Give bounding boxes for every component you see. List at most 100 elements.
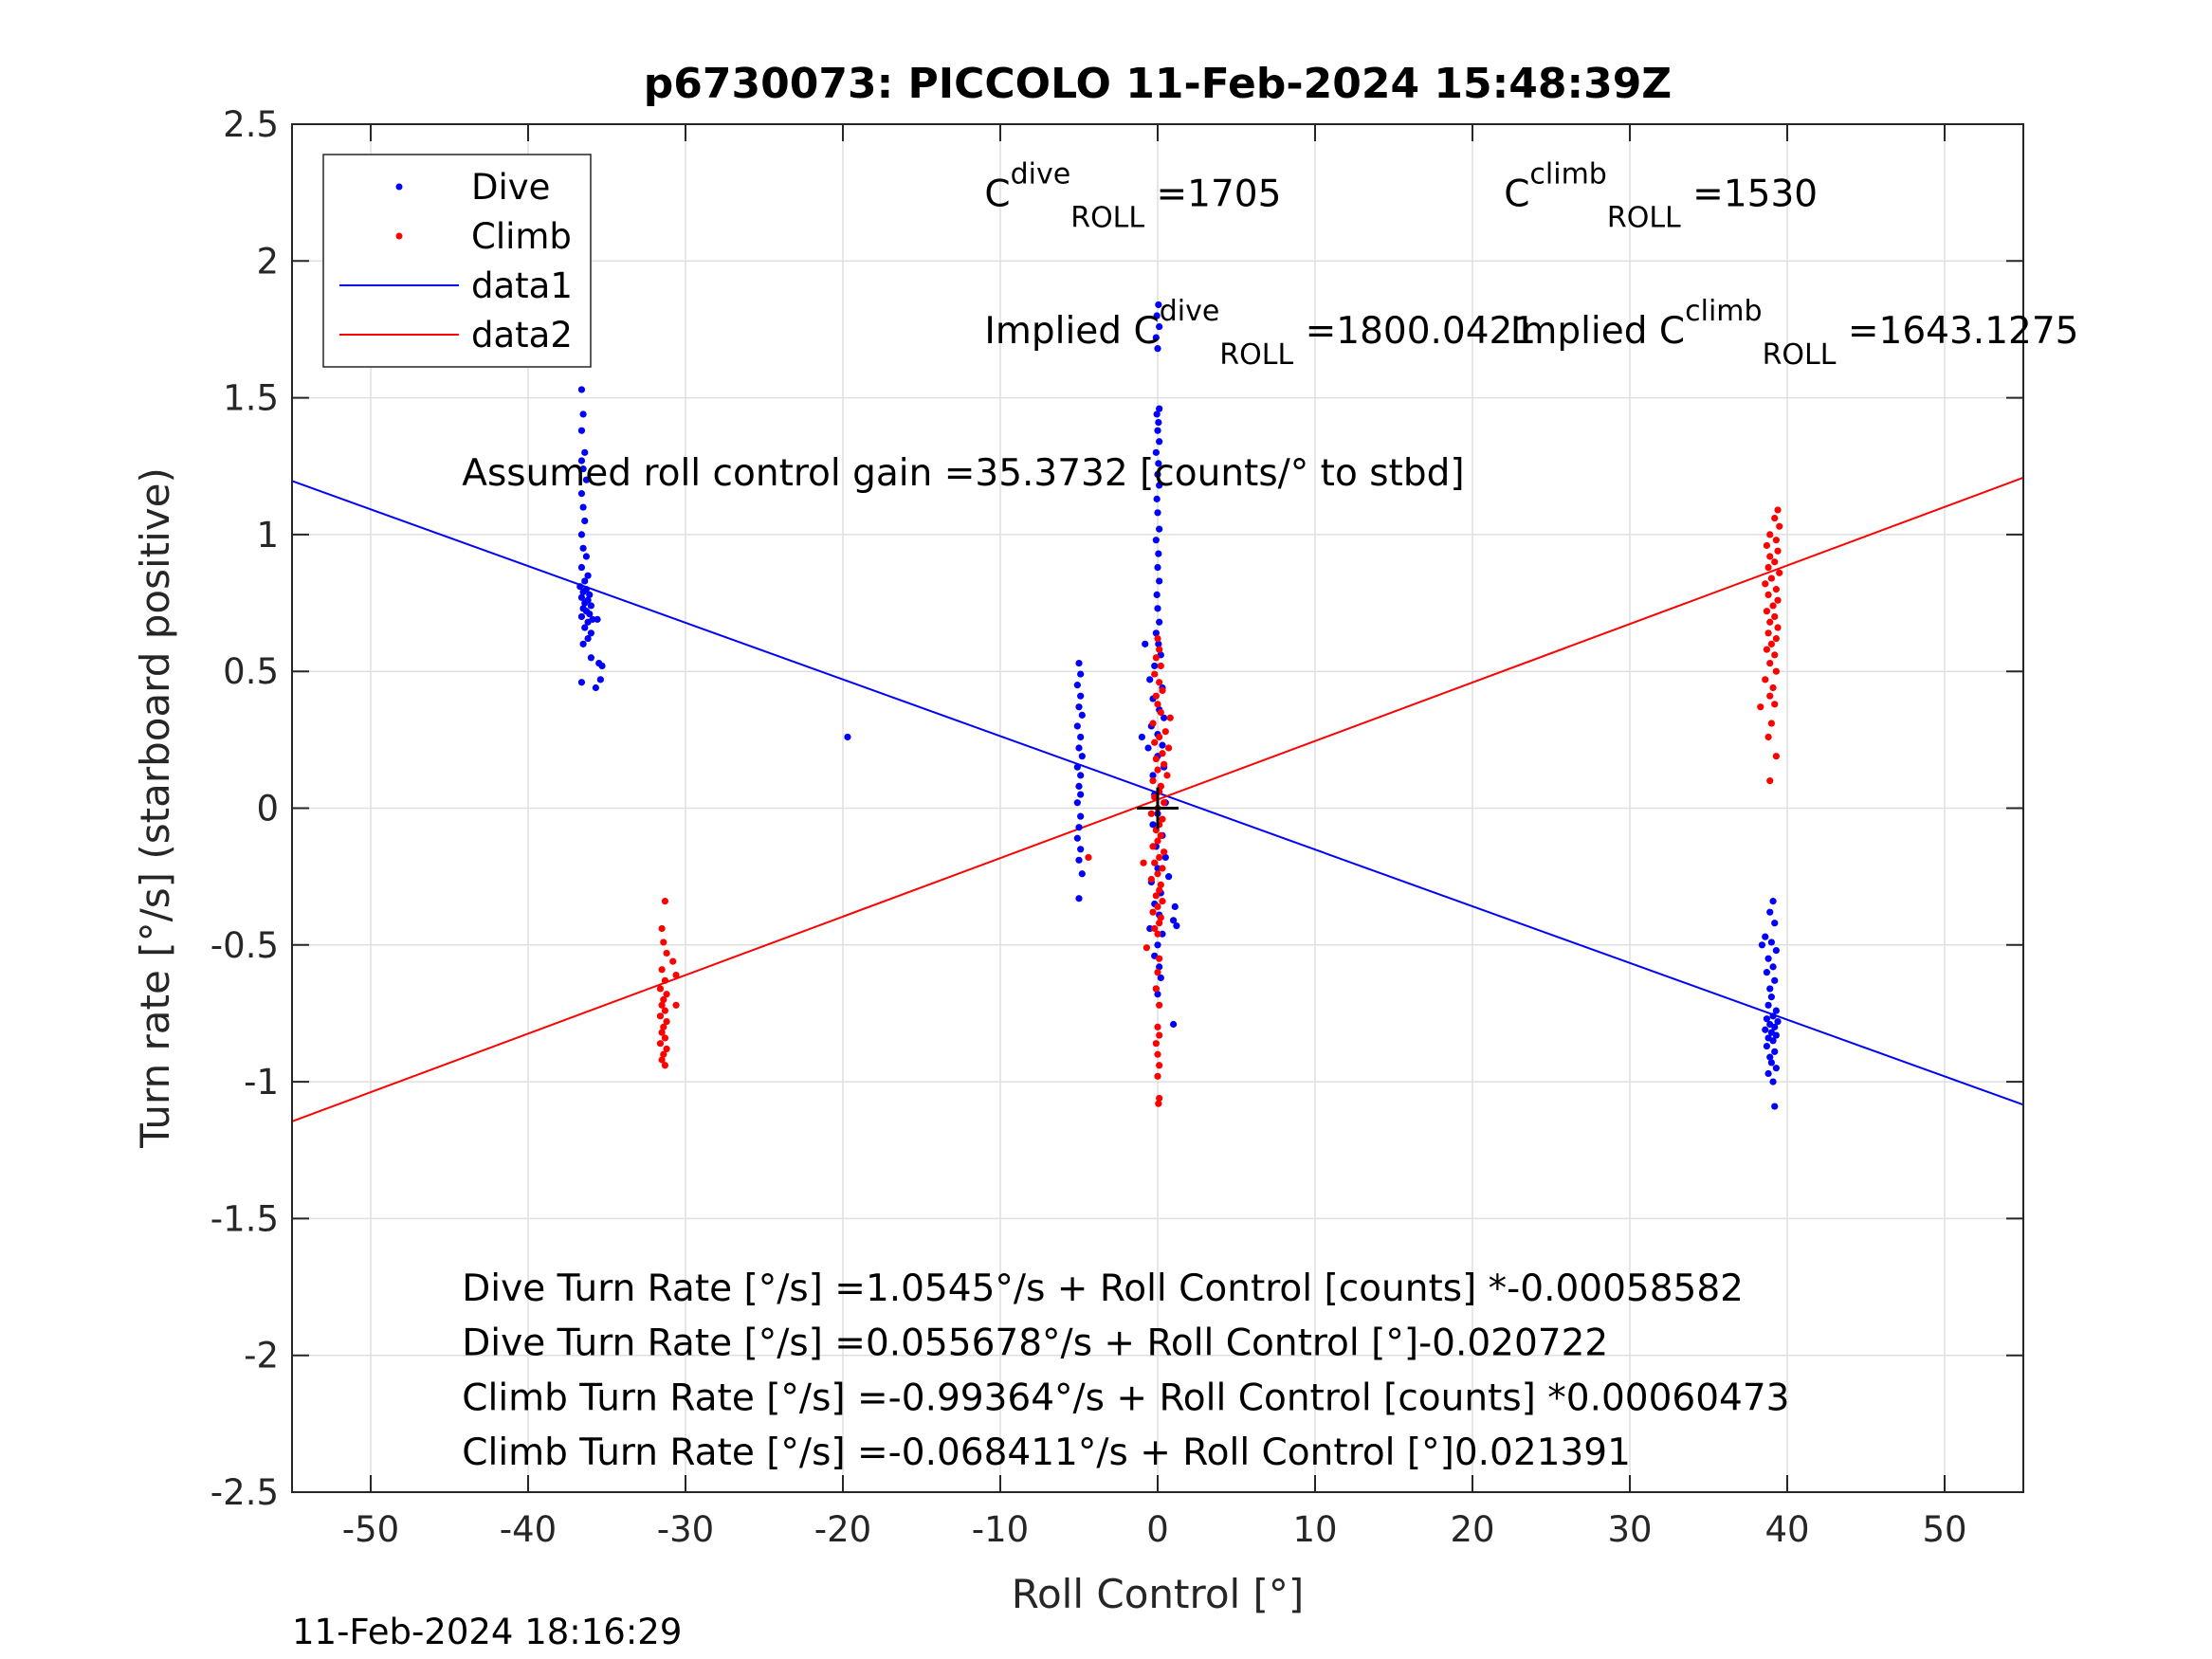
dive-point	[1075, 824, 1083, 831]
climb-point	[1772, 634, 1780, 643]
dive-point	[1154, 605, 1161, 612]
climb-point	[1085, 853, 1092, 862]
dive-point	[577, 386, 586, 393]
dive-point	[1771, 976, 1779, 984]
climb-point	[1161, 799, 1168, 807]
x-tick-label: 40	[1764, 1509, 1809, 1550]
dive-point	[1170, 917, 1178, 924]
c-climb-sup: climb	[1529, 158, 1606, 191]
dive-point	[1077, 846, 1085, 853]
climb-point	[1774, 624, 1782, 631]
dive-point	[1142, 640, 1149, 647]
x-tick-label: -40	[500, 1509, 557, 1550]
implied-climb-annotation: Implied CclimbROLL =1643.1275	[1510, 295, 2079, 372]
x-tick-label: -20	[814, 1509, 871, 1550]
climb-point	[656, 985, 665, 993]
dive-point	[1152, 448, 1160, 456]
dive-point	[1077, 791, 1085, 798]
dive-point	[1762, 1026, 1769, 1033]
dive-point	[577, 427, 586, 434]
dive-point	[1077, 692, 1085, 700]
climb-point	[1156, 920, 1163, 927]
dive-point	[1075, 856, 1083, 864]
legend-dive-label: Dive	[471, 167, 550, 208]
dive-point	[1758, 941, 1766, 949]
legend-dive-marker	[395, 183, 403, 191]
dive-point	[1138, 733, 1145, 741]
climb-point	[1766, 618, 1774, 626]
dive-point	[1149, 821, 1157, 829]
dive-point	[1769, 963, 1777, 971]
dive-point	[582, 476, 591, 483]
dive-point	[594, 615, 601, 623]
climb-point	[1154, 930, 1161, 938]
dive-point	[598, 662, 606, 670]
timestamp: 11-Feb-2024 18:16:29	[292, 1612, 682, 1652]
dive-point	[584, 572, 592, 579]
climb-point	[661, 1034, 669, 1042]
dive-point	[1078, 711, 1086, 719]
climb-point	[1157, 914, 1164, 921]
dive-point	[1766, 908, 1774, 916]
climb-point	[1154, 634, 1161, 643]
c-dive-annotation: Cdive ROLL =1705	[984, 158, 1281, 235]
legend-data1-label: data1	[471, 265, 573, 306]
climb-point	[1152, 692, 1160, 700]
climb-point	[1149, 777, 1157, 785]
y-tick-label: -1	[244, 1062, 279, 1103]
y-tick-label: -1.5	[210, 1198, 279, 1239]
dive-point	[1154, 509, 1161, 517]
dive-point	[1769, 1078, 1777, 1085]
climb-point	[1763, 541, 1771, 550]
climb-point	[1154, 1023, 1161, 1030]
climb-point	[1767, 720, 1775, 727]
dive-point	[1155, 301, 1162, 309]
climb-point	[656, 1012, 665, 1020]
legend-box	[322, 154, 592, 368]
climb-point	[1140, 859, 1147, 866]
climb-point	[663, 1045, 670, 1053]
x-axis-label: Roll Control [°]	[1012, 1571, 1305, 1617]
climb-point	[1772, 753, 1780, 760]
climb-point	[1776, 522, 1783, 530]
climb-point	[1154, 870, 1161, 878]
tick-labels: -50 -40 -30 -20 -10 0 10 20 30 40 50-2.5-2-1.5-1-0…	[210, 104, 1967, 1550]
dive-point	[579, 640, 587, 647]
climb-point	[1151, 738, 1159, 746]
origin-marker	[1137, 787, 1179, 830]
climb-point	[1764, 563, 1772, 572]
climb-point	[1147, 810, 1155, 817]
dive-point	[1764, 955, 1772, 962]
dive-point	[1075, 659, 1083, 667]
c-climb-sub: ROLL	[1607, 202, 1681, 235]
climb-point	[1152, 985, 1160, 993]
y-tick-label: 1	[256, 515, 279, 556]
dive-point	[579, 544, 587, 552]
climb-point	[1163, 772, 1171, 779]
dive-point	[579, 410, 587, 418]
dive-point	[1171, 902, 1179, 910]
legend-climb-label: Climb	[471, 216, 572, 257]
dive-point	[1144, 744, 1152, 752]
climb-point	[1152, 1040, 1160, 1048]
dive-point	[1161, 714, 1168, 721]
dive-point	[844, 733, 851, 741]
dive-point	[1764, 1001, 1772, 1009]
c-dive-base: C	[984, 173, 1010, 216]
x-tick-label: 0	[1146, 1509, 1169, 1550]
implied-climb-prefix: Implied C	[1510, 310, 1685, 353]
climb-point	[1767, 574, 1775, 582]
climb-point	[1159, 865, 1166, 872]
climb-point	[1161, 760, 1168, 768]
dive-point	[586, 591, 594, 598]
x-tick-label: 30	[1607, 1509, 1652, 1550]
climb-point	[1766, 553, 1774, 560]
dive-point	[1155, 418, 1162, 427]
dive-point	[1155, 550, 1162, 557]
x-tick-label: -10	[972, 1509, 1029, 1550]
dive-point	[1146, 676, 1154, 684]
dive-point	[577, 490, 586, 498]
dive-point	[1151, 662, 1159, 670]
dive-point	[1767, 939, 1775, 946]
climb-point	[663, 949, 670, 957]
